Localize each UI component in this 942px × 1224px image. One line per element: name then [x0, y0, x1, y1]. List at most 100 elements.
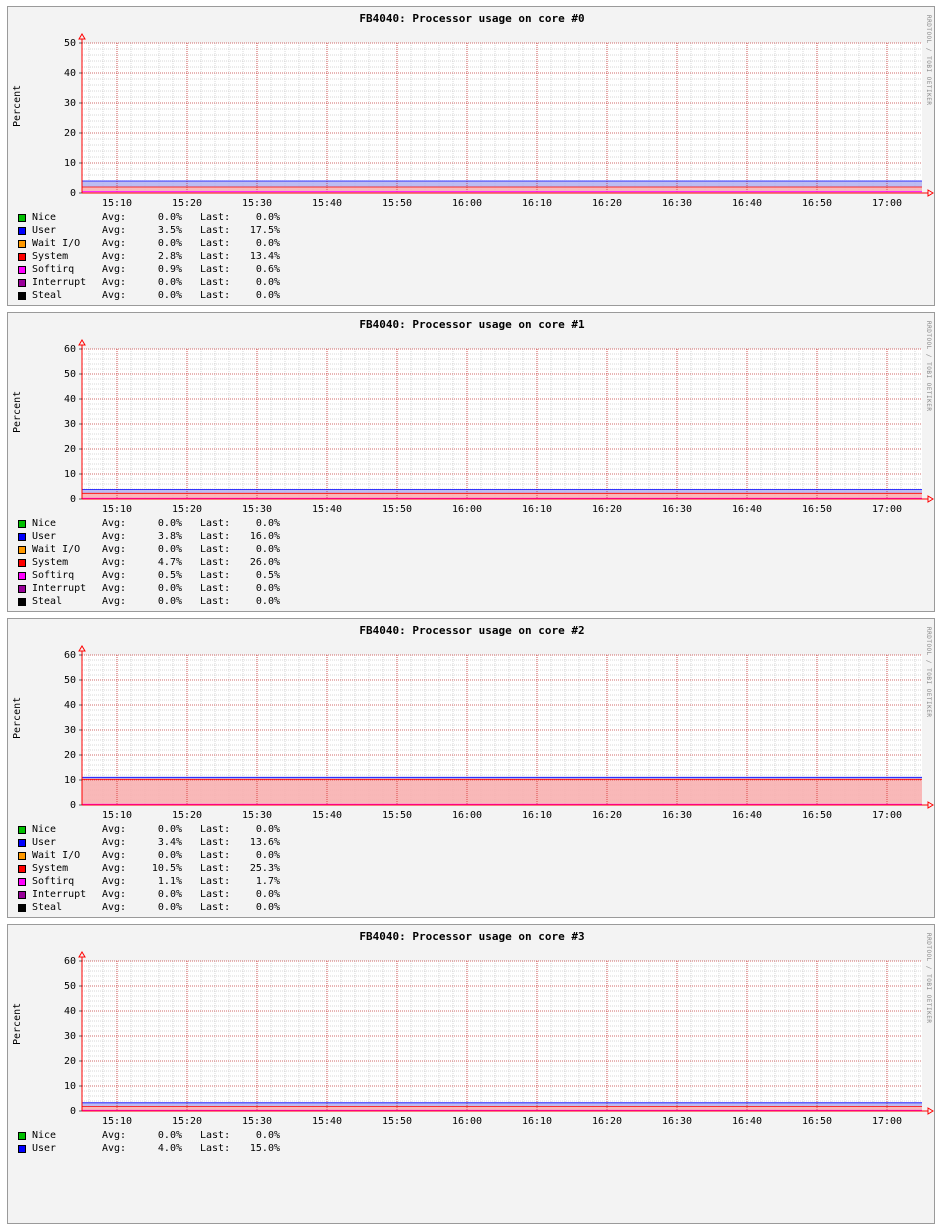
legend-avg-label: Avg: — [102, 264, 127, 275]
legend-avg-value: 3.4% — [157, 837, 182, 848]
legend-last-label: Last: — [200, 876, 231, 887]
legend: Nice Avg: 0.0% Last: 0.0% User Avg: 4.0% Last: 15… — [18, 1129, 280, 1155]
legend-swatch — [18, 558, 26, 567]
legend-last-label: Last: — [200, 1143, 231, 1154]
legend-last-value: 0.0% — [255, 1130, 280, 1141]
rrdtool-watermark: RRDTOOL / TOBI OETIKER — [925, 15, 932, 106]
chart-panel-core-2: FB4040: Processor usage on core #2 Perce… — [7, 618, 935, 918]
y-tick-label: 50 — [64, 675, 76, 686]
legend-avg-label: Avg: — [102, 583, 127, 594]
legend-last-value: 0.0% — [255, 238, 280, 249]
x-tick-label: 15:20 — [172, 810, 202, 821]
legend-name: Nice — [32, 518, 57, 529]
x-tick-label: 16:40 — [732, 504, 762, 515]
legend-entry: Nice Avg: 0.0% Last: 0.0% — [18, 211, 280, 224]
legend-last-label: Last: — [200, 531, 231, 542]
legend-entry: System Avg: 2.8% Last: 13.4% — [18, 250, 280, 263]
legend-swatch — [18, 1131, 26, 1140]
x-tick-label: 15:50 — [382, 198, 412, 209]
legend-last-value: 15.0% — [249, 1143, 280, 1154]
x-tick-label: 16:10 — [522, 198, 552, 209]
legend-last-label: Last: — [200, 889, 231, 900]
legend-entry: Steal Avg: 0.0% Last: 0.0% — [18, 289, 280, 302]
legend-name: System — [32, 863, 69, 874]
legend-avg-value: 0.0% — [157, 1130, 182, 1141]
legend-last-label: Last: — [200, 557, 231, 568]
legend: Nice Avg: 0.0% Last: 0.0% User Avg: 3.5% Last: 17… — [18, 211, 280, 302]
legend-avg-value: 0.0% — [157, 238, 182, 249]
legend-avg-value: 3.5% — [157, 225, 182, 236]
legend-last-label: Last: — [200, 837, 231, 848]
series-system-area — [82, 779, 922, 805]
rrdtool-watermark: RRDTOOL / TOBI OETIKER — [925, 627, 932, 718]
y-tick-label: 10 — [64, 1081, 76, 1092]
y-tick-label: 50 — [64, 981, 76, 992]
legend-last-label: Last: — [200, 264, 231, 275]
legend-last-label: Last: — [200, 544, 231, 555]
y-tick-label: 50 — [64, 369, 76, 380]
legend-avg-label: Avg: — [102, 225, 127, 236]
chart-title: FB4040: Processor usage on core #2 — [359, 624, 585, 637]
legend-entry: Wait I/O Avg: 0.0% Last: 0.0% — [18, 237, 280, 250]
x-tick-label: 16:30 — [662, 504, 692, 515]
legend-last-value: 0.6% — [255, 264, 280, 275]
chart-title: FB4040: Processor usage on core #1 — [359, 318, 585, 331]
legend-entry: Wait I/O Avg: 0.0% Last: 0.0% — [18, 543, 280, 556]
x-tick-label: 16:10 — [522, 504, 552, 515]
legend-avg-label: Avg: — [102, 850, 127, 861]
legend-last-label: Last: — [200, 570, 231, 581]
rrdtool-watermark: RRDTOOL / TOBI OETIKER — [925, 933, 932, 1024]
legend-name: Steal — [32, 902, 63, 913]
chart-plot: 0 10 20 30 40 50 60 15:10 15:20 15:30 15:40 15:50 16… — [64, 645, 934, 821]
legend-avg-value: 10.5% — [151, 863, 182, 874]
legend-last-label: Last: — [200, 1130, 231, 1141]
y-tick-label: 0 — [70, 494, 76, 505]
legend-last-label: Last: — [200, 251, 231, 262]
legend-entry: Softirq Avg: 0.9% Last: 0.6% — [18, 263, 280, 276]
legend-swatch — [18, 252, 26, 261]
legend-avg-value: 2.8% — [157, 251, 182, 262]
legend-name: Nice — [32, 212, 57, 223]
legend-last-label: Last: — [200, 277, 231, 288]
x-tick-label: 16:00 — [452, 1116, 482, 1127]
x-tick-label: 17:00 — [872, 198, 902, 209]
x-tick-label: 15:30 — [242, 504, 272, 515]
legend-swatch — [18, 213, 26, 222]
series-user-area — [82, 489, 922, 494]
x-tick-label: 16:10 — [522, 810, 552, 821]
x-tick-label: 16:20 — [592, 1116, 622, 1127]
y-axis-arrow — [78, 645, 86, 652]
x-tick-label: 15:20 — [172, 504, 202, 515]
x-tick-label: 15:10 — [102, 810, 132, 821]
legend-name: Interrupt — [32, 889, 87, 900]
x-tick-label: 16:40 — [732, 810, 762, 821]
legend-avg-value: 0.5% — [157, 570, 182, 581]
chart-panel-core-3: FB4040: Processor usage on core #3 Perce… — [7, 924, 935, 1224]
legend-avg-label: Avg: — [102, 238, 127, 249]
legend-avg-value: 0.0% — [157, 518, 182, 529]
x-axis-arrow — [927, 189, 934, 197]
legend-last-value: 0.0% — [255, 544, 280, 555]
series-user-area — [82, 1102, 922, 1107]
x-tick-label: 16:50 — [802, 1116, 832, 1127]
rrdtool-watermark: RRDTOOL / TOBI OETIKER — [925, 321, 932, 412]
legend-last-value: 16.0% — [249, 531, 280, 542]
legend-avg-label: Avg: — [102, 212, 127, 223]
x-tick-label: 15:30 — [242, 1116, 272, 1127]
legend-name: Wait I/O — [32, 238, 81, 249]
legend-name: Nice — [32, 1130, 57, 1141]
legend-name: Steal — [32, 290, 63, 301]
legend-last-label: Last: — [200, 596, 231, 607]
legend-entry: Nice Avg: 0.0% Last: 0.0% — [18, 1129, 280, 1142]
legend-name: Softirq — [32, 264, 75, 275]
legend-avg-value: 0.0% — [157, 583, 182, 594]
x-tick-label: 16:00 — [452, 198, 482, 209]
legend-last-value: 17.5% — [249, 225, 280, 236]
x-tick-label: 15:50 — [382, 504, 412, 515]
legend-name: Interrupt — [32, 277, 87, 288]
legend-avg-label: Avg: — [102, 570, 127, 581]
legend-swatch — [18, 838, 26, 847]
legend-swatch — [18, 278, 26, 287]
legend-last-value: 0.0% — [255, 583, 280, 594]
legend-avg-label: Avg: — [102, 876, 127, 887]
